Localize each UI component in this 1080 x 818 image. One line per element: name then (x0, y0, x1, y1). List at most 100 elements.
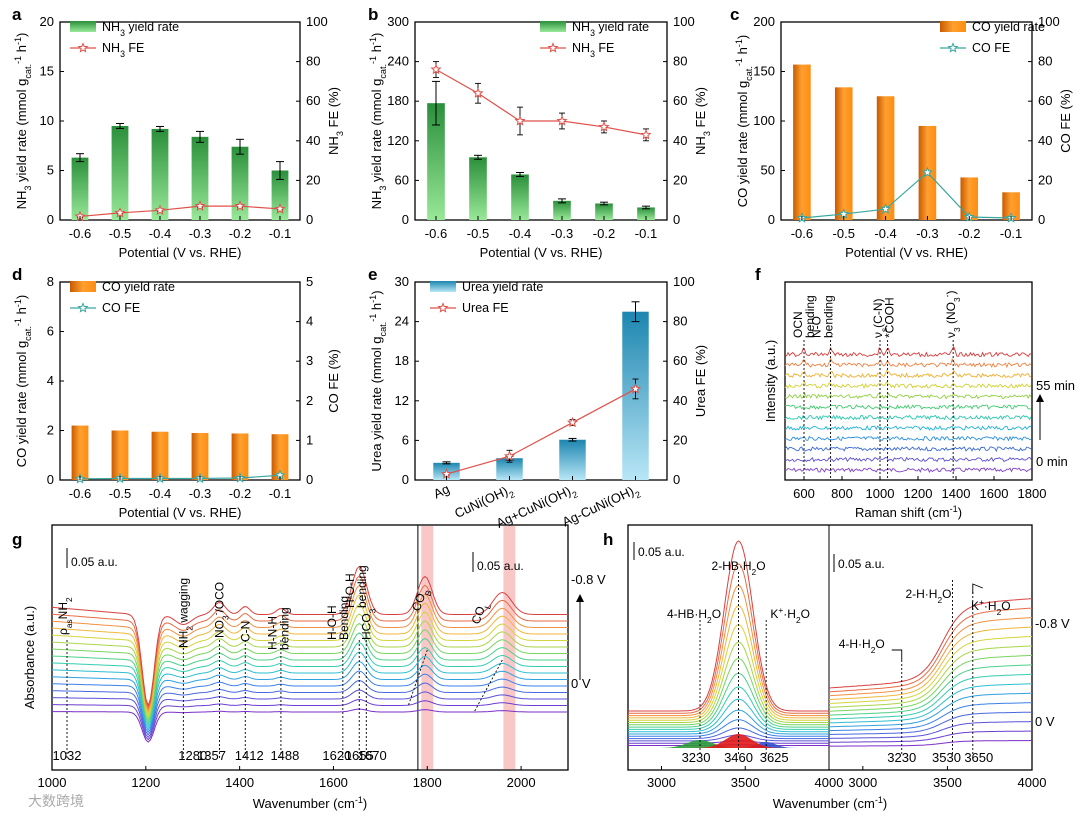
y-axis-label-d-part: cat. (23, 326, 33, 341)
x-tick-label-d: -0.4 (149, 486, 171, 501)
y2-tick-label-e: 20 (673, 432, 687, 447)
watermark-text: 大数跨境 (28, 793, 84, 809)
x-tick-label-h: 3000 (647, 775, 676, 790)
seiras-label-rho-part: ρ (56, 628, 70, 635)
scale-bar2-label-h: 0.05 a.u. (838, 557, 885, 571)
raman-label-cooh: *COOH (883, 297, 897, 338)
bar-b (637, 207, 655, 220)
bar-e (496, 458, 523, 480)
legend-label-line-b-part: NH (572, 41, 590, 55)
water-label-k-left-part: K (770, 607, 778, 621)
seiras-label-cob-part: CO (409, 591, 428, 613)
seiras-curve (51, 679, 568, 736)
y-axis-label-a-part: -1 (13, 37, 23, 45)
seiras-curve (51, 632, 568, 724)
x-tick-label-f: 1800 (1018, 486, 1047, 501)
y2-axis-label-a-part: FE (%) (326, 87, 341, 131)
water-label-4hb-part: O (712, 607, 721, 621)
x-tick-label-f: 1200 (904, 486, 933, 501)
water-curve-right (828, 607, 1033, 693)
seiras-label-hnh-bending: bending (277, 607, 291, 650)
bar-a (231, 146, 249, 220)
y-axis-label-g: Absorbance (a.u.) (22, 606, 37, 709)
seiras-label-rho-part: as (64, 619, 74, 628)
y-tick-label-b: 300 (387, 14, 409, 29)
seiras-label-hco3-part: - (357, 606, 367, 609)
fe-point-c (921, 166, 933, 178)
y-tick-label-e: 24 (395, 314, 409, 329)
seiras-peak-number: 1280 (178, 748, 207, 763)
fe-line-a (79, 205, 281, 218)
fe-point-b (640, 129, 652, 140)
x-tick-label-c: -0.3 (916, 226, 938, 241)
legend-label-bar-b: NH3 yield rate (572, 20, 649, 38)
x-tick-label-b: -0.3 (551, 226, 573, 241)
panel-label-e: e (368, 265, 377, 284)
y-axis-label-a-part: ) (14, 33, 29, 37)
water-curve-left (628, 540, 829, 712)
fe-point-e (629, 383, 642, 394)
y-axis-label-a-part: cat. (23, 64, 33, 79)
x-tick-label-b: -0.2 (593, 226, 615, 241)
x-tick-label-h: 4000 (1018, 775, 1047, 790)
legend-label-bar-b-part: NH (572, 20, 590, 34)
water-peak-number: 3460 (724, 750, 753, 765)
x-tick-label-g: 1200 (131, 775, 160, 790)
water-label-2h-part: 2 (937, 595, 942, 605)
x-tick-label-f: 1400 (942, 486, 971, 501)
raman-curve (784, 467, 1032, 473)
x-tick-label-h: 3500 (933, 775, 962, 790)
legend-swatch-bar-d (70, 281, 96, 292)
y2-tick-label-c: 80 (1038, 54, 1052, 69)
x-tick-label-h: 3000 (848, 775, 877, 790)
water-label-k-right-part: O (1001, 599, 1010, 613)
y2-tick-label-a: 80 (306, 54, 320, 69)
y-axis-label-b-part: -1 (368, 56, 378, 64)
y-axis-label-e: Urea yield rate (mmol gcat.-1 h-1) (368, 290, 388, 471)
x-tick-label-d: -0.6 (69, 486, 91, 501)
scale-bar-label-g: 0.05 a.u. (71, 555, 118, 569)
water-arrow-k (972, 583, 983, 594)
y2-tick-label-d: 5 (306, 274, 313, 289)
raman-label-no3-part: 3 (952, 327, 962, 332)
fe-point-b (472, 87, 484, 98)
y-axis-label-d-part: ) (14, 295, 29, 299)
raman-label-no-bending: bending (822, 295, 836, 338)
y2-axis-label-a-part: NH (326, 136, 341, 155)
fe-point-e (566, 416, 579, 428)
x-tick-label-g: 1600 (319, 775, 348, 790)
seiras-label-hco3: HCO3- (357, 606, 377, 640)
legend-label-line-e-part: Urea FE (462, 301, 509, 315)
seiras-label-hco3-part: 3 (367, 608, 377, 613)
bar-b (511, 174, 529, 220)
y-axis-label-b-part: NH (369, 191, 384, 210)
legend-label-line-d: CO FE (102, 301, 140, 315)
y-tick-label-b: 180 (387, 93, 409, 108)
bar-e (559, 439, 586, 480)
fe-point-a (154, 204, 166, 215)
water-label-k-left-part: + (778, 605, 783, 615)
plot-frame-a (59, 21, 301, 221)
raman-label-no3: ν3 (NO3-) (942, 291, 962, 338)
highlight-band-g (503, 526, 516, 769)
x-axis-label-b: Potential (V vs. RHE) (480, 245, 603, 260)
x-tick-label-e-part: Ag (431, 481, 452, 501)
fe-line-b (435, 68, 647, 136)
x-tick-label-b: -0.6 (425, 226, 447, 241)
seiras-label-nh2-part: 2 (184, 626, 194, 631)
x-axis-label-g-part: -1 (355, 795, 363, 805)
x-tick-label-h: 3500 (731, 775, 760, 790)
y2-axis-label-e-part: Urea FE (%) (693, 345, 708, 417)
x-tick-label-f: 1000 (866, 486, 895, 501)
y-tick-label-e: 0 (402, 472, 409, 487)
y-axis-label-d-part: -1 (13, 299, 23, 307)
y2-tick-label-a: 40 (306, 133, 320, 148)
y2-tick-label-c: 100 (1038, 14, 1060, 29)
fe-point-c (880, 203, 892, 214)
water-curve-right (828, 626, 1033, 701)
fe-point-a (234, 200, 246, 211)
legend-label-bar-b-part: yield rate (595, 20, 649, 34)
x-tick-label-a: -0.3 (189, 226, 211, 241)
x-tick-label-f: 1600 (980, 486, 1009, 501)
x-tick-label-a: -0.2 (229, 226, 251, 241)
